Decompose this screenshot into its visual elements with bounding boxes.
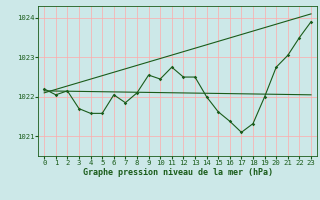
X-axis label: Graphe pression niveau de la mer (hPa): Graphe pression niveau de la mer (hPa) (83, 168, 273, 177)
